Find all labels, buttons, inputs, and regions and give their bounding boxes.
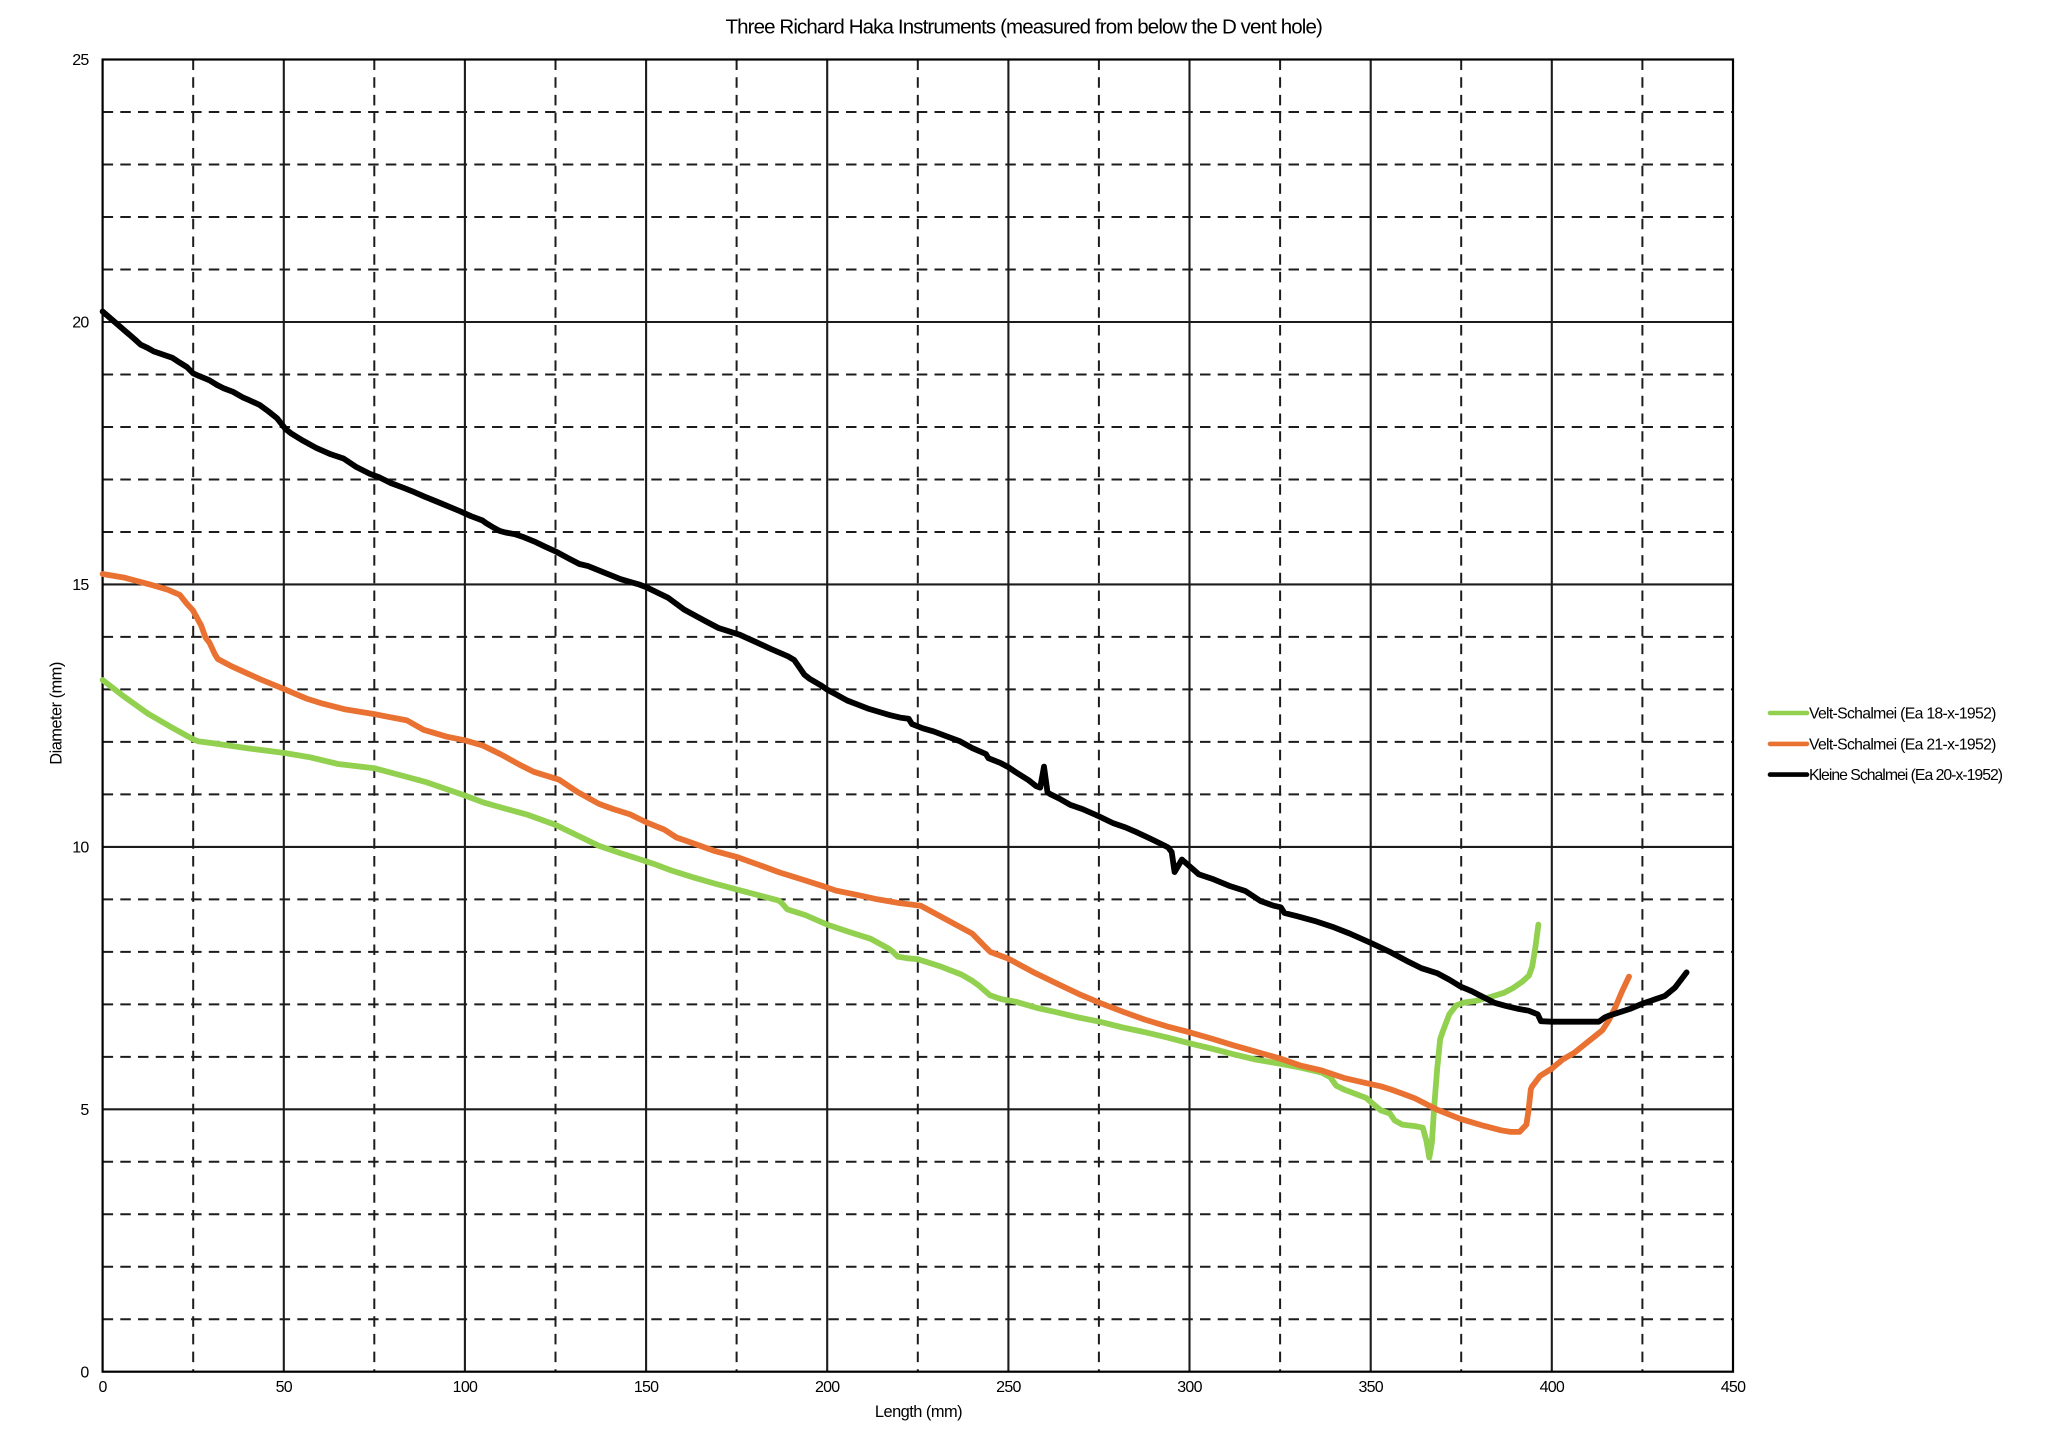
svg-text:Length (mm): Length (mm)	[875, 1403, 962, 1421]
svg-text:450: 450	[1721, 1379, 1746, 1396]
svg-text:10: 10	[72, 840, 89, 857]
svg-text:15: 15	[72, 577, 89, 594]
svg-text:25: 25	[72, 52, 89, 69]
svg-text:0: 0	[99, 1379, 108, 1396]
svg-text:200: 200	[815, 1379, 840, 1396]
svg-text:50: 50	[276, 1379, 293, 1396]
svg-text:100: 100	[453, 1379, 478, 1396]
svg-text:5: 5	[80, 1102, 89, 1119]
svg-text:0: 0	[80, 1365, 89, 1382]
svg-text:Three Richard Haka Instruments: Three Richard Haka Instruments (measured…	[725, 16, 1321, 39]
svg-text:400: 400	[1540, 1379, 1565, 1396]
svg-text:250: 250	[996, 1379, 1021, 1396]
svg-text:20: 20	[72, 315, 89, 332]
svg-text:Velt-Schalmei (Ea 21-x-1952): Velt-Schalmei (Ea 21-x-1952)	[1809, 736, 1996, 753]
svg-text:Velt-Schalmei (Ea 18-x-1952): Velt-Schalmei (Ea 18-x-1952)	[1809, 705, 1996, 722]
svg-text:350: 350	[1358, 1379, 1383, 1396]
svg-text:300: 300	[1177, 1379, 1202, 1396]
svg-text:150: 150	[634, 1379, 659, 1396]
svg-text:Diameter (mm): Diameter (mm)	[47, 662, 65, 765]
svg-text:Kleine Schalmei (Ea 20-x-1952): Kleine Schalmei (Ea 20-x-1952)	[1809, 767, 2003, 784]
